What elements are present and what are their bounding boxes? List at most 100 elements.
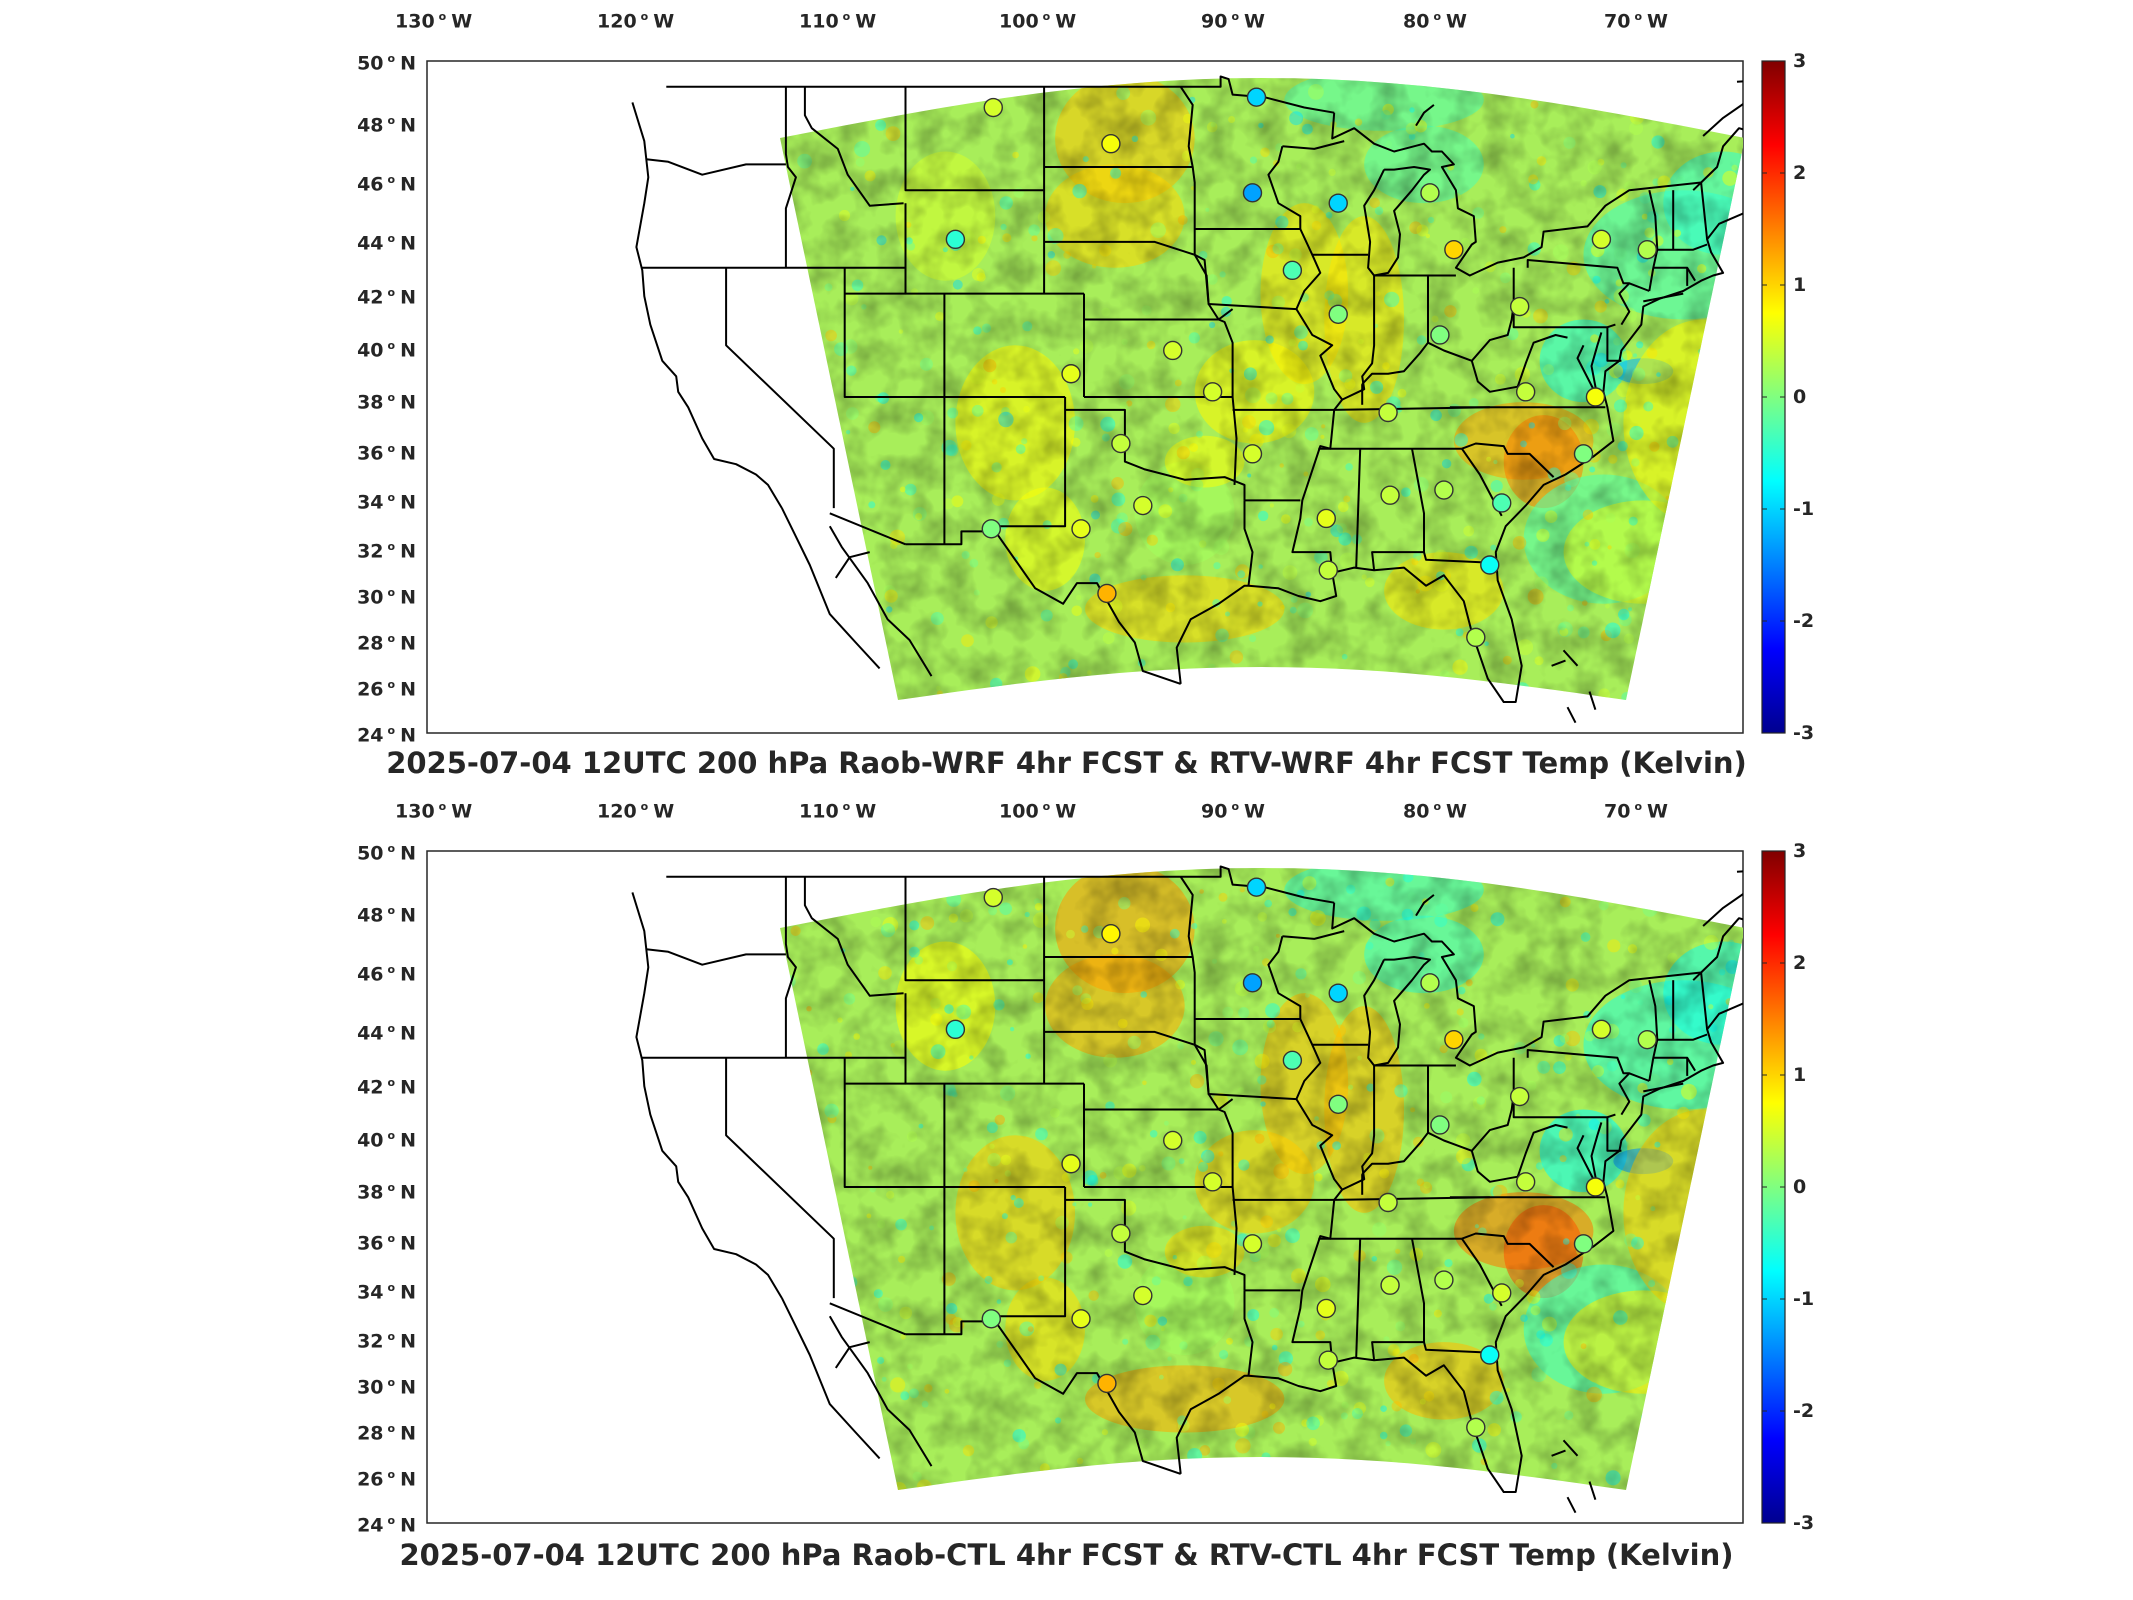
border-line	[666, 75, 1335, 114]
raob-station-marker	[1509, 296, 1530, 317]
latitude-label: 36 o N	[356, 1232, 416, 1254]
latitude-direction: N	[400, 1181, 416, 1204]
latitude-value: 34	[357, 491, 384, 514]
border-line	[1461, 1232, 1555, 1268]
longitude-value: 130	[395, 800, 435, 823]
state-borders	[631, 865, 1885, 1514]
degree-symbol: o	[1042, 10, 1051, 23]
degree-symbol: o	[387, 339, 396, 352]
longitude-label: 110 o W	[799, 800, 876, 822]
latitude-label: 34 o N	[356, 491, 416, 513]
latitude-direction: N	[400, 632, 416, 655]
raob-station-marker	[1430, 325, 1450, 345]
raob-station-marker	[981, 1309, 1001, 1329]
latitude-label: 24 o N	[356, 724, 416, 746]
degree-symbol: o	[387, 632, 396, 645]
border-line	[781, 1297, 881, 1460]
raob-station-marker	[1480, 1345, 1500, 1365]
degree-symbol: o	[387, 1022, 396, 1035]
degree-symbol: o	[387, 1514, 396, 1527]
degree-symbol: o	[1231, 10, 1240, 23]
longitude-label: 70 o W	[1604, 10, 1668, 32]
degree-symbol: o	[387, 1376, 396, 1389]
degree-symbol: o	[1634, 800, 1643, 813]
degree-symbol: o	[387, 842, 396, 855]
map-panel-top: 2025-07-04 12UTC 200 hPa Raob-WRF 4hr FC…	[0, 0, 2133, 790]
map-canvas-bottom	[426, 850, 1885, 1524]
latitude-value: 40	[357, 339, 384, 362]
latitude-label: 36 o N	[356, 442, 416, 464]
border-line	[1655, 243, 1708, 251]
raob-station-marker	[1637, 1029, 1657, 1050]
border-line	[1797, 957, 1885, 975]
degree-symbol: o	[387, 391, 396, 404]
degree-symbol: o	[387, 52, 396, 65]
border-line	[1341, 1065, 1376, 1191]
raob-station-marker	[1246, 877, 1267, 897]
border-line	[828, 525, 933, 677]
border-line	[1065, 408, 1246, 501]
raob-station-marker	[1133, 495, 1153, 516]
longitude-label: 130 o W	[395, 800, 472, 822]
latitude-label: 42 o N	[356, 286, 416, 308]
latitude-direction: N	[400, 678, 416, 701]
raob-station-marker	[1378, 1192, 1398, 1213]
raob-station-marker	[1163, 340, 1183, 361]
border-line	[646, 158, 786, 176]
longitude-label: 110 o W	[799, 10, 876, 32]
latitude-direction: N	[400, 1129, 416, 1152]
border-line	[1643, 292, 1684, 303]
latitude-label: 30 o N	[356, 586, 416, 608]
border-line	[1194, 1018, 1322, 1101]
longitude-value: 80	[1403, 10, 1430, 33]
border-line	[1291, 308, 1344, 573]
border-line	[1692, 181, 1709, 240]
border-line	[1427, 1131, 1473, 1152]
latitude-value: 26	[357, 1468, 384, 1491]
degree-symbol: o	[387, 286, 396, 299]
raob-station-marker	[1573, 1234, 1594, 1254]
latitude-label: 38 o N	[356, 1181, 416, 1203]
latitude-value: 30	[357, 586, 384, 609]
latitude-value: 44	[357, 1022, 384, 1045]
border-line	[631, 892, 783, 1299]
degree-symbol: o	[387, 1232, 396, 1245]
colorbar-tick-label: -2	[1793, 610, 1815, 632]
border-line	[1692, 971, 1709, 1030]
border-line	[1588, 1481, 1597, 1501]
border-line	[1797, 167, 1885, 185]
longitude-label: 90 o W	[1201, 10, 1265, 32]
border-line	[1341, 275, 1376, 401]
raob-station-marker	[945, 1019, 966, 1040]
border-line	[1267, 146, 1302, 229]
colorbar-tick-label: -1	[1793, 1288, 1815, 1310]
latitude-value: 48	[357, 904, 384, 927]
latitude-direction: N	[400, 114, 416, 137]
border-line	[781, 507, 881, 670]
raob-station-marker	[1573, 444, 1594, 464]
colorbar-tick-label: 1	[1793, 274, 1807, 296]
border-line	[834, 1341, 870, 1369]
latitude-direction: N	[400, 339, 416, 362]
longitude-label: 100 o W	[999, 800, 1076, 822]
degree-symbol: o	[1433, 10, 1442, 23]
colorbar-tick-label: 0	[1793, 386, 1807, 408]
latitude-direction: N	[400, 173, 416, 196]
degree-symbol: o	[387, 1330, 396, 1343]
longitude-direction: W	[653, 10, 675, 33]
latitude-value: 28	[357, 1422, 384, 1445]
longitude-label: 120 o W	[597, 10, 674, 32]
border-line	[828, 1315, 933, 1467]
border-line	[843, 267, 945, 398]
raob-station-marker	[1282, 260, 1303, 281]
degree-symbol: o	[640, 800, 649, 813]
border-line	[666, 865, 1335, 904]
raob-station-marker	[1378, 402, 1398, 423]
raob-station-marker	[1434, 480, 1454, 500]
longitude-direction: W	[855, 800, 877, 823]
degree-symbol: o	[387, 114, 396, 127]
latitude-label: 44 o N	[356, 1022, 416, 1044]
latitude-label: 40 o N	[356, 1129, 416, 1151]
latitude-direction: N	[400, 724, 416, 747]
longitude-direction: W	[855, 10, 877, 33]
